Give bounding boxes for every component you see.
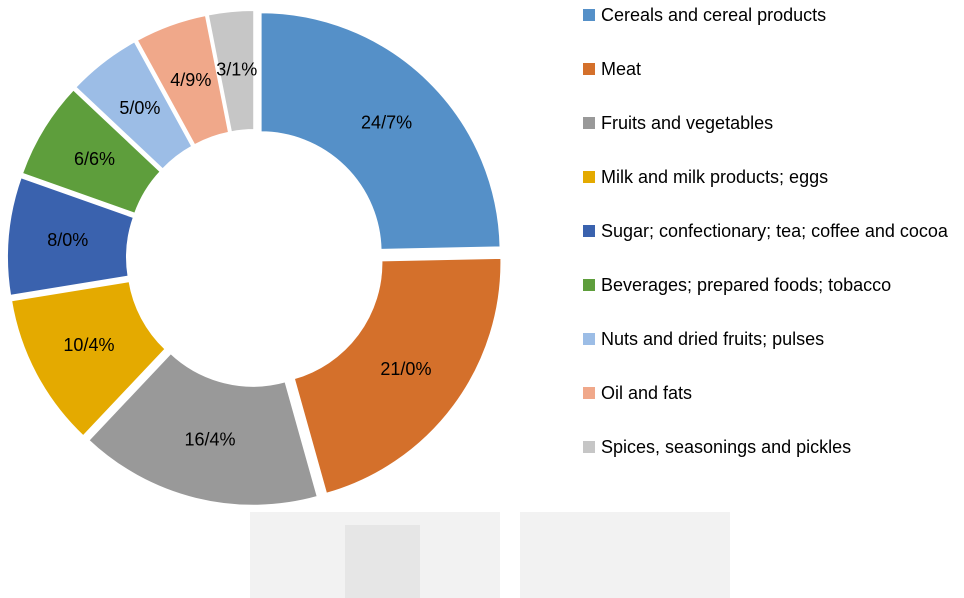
legend-label: Fruits and vegetables xyxy=(601,113,774,133)
donut-slice xyxy=(206,9,256,134)
legend-swatch xyxy=(583,9,595,21)
legend-swatch xyxy=(583,63,595,75)
donut-slice xyxy=(6,175,136,298)
legend-label: Spices, seasonings and pickles xyxy=(601,437,852,457)
legend-swatch xyxy=(583,333,595,345)
data-label: 16/4% xyxy=(184,429,235,449)
donut-slice xyxy=(292,256,503,496)
legend-label: Nuts and dried fruits; pulses xyxy=(601,329,825,349)
legend-label: Sugar; confectionary; tea; coffee and co… xyxy=(601,221,948,241)
data-label: 5/0% xyxy=(119,98,160,118)
data-label: 8/0% xyxy=(47,230,88,250)
legend-item: Fruits and vegetables xyxy=(583,112,963,134)
legend-item: Nuts and dried fruits; pulses xyxy=(583,328,963,350)
donut-slice xyxy=(20,87,163,216)
legend-item: Meat xyxy=(583,58,963,80)
data-label: 6/6% xyxy=(74,149,115,169)
legend-swatch xyxy=(583,387,595,399)
data-label: 24/7% xyxy=(361,112,412,132)
legend-item: Oil and fats xyxy=(583,382,963,404)
legend-label: Cereals and cereal products xyxy=(601,5,827,25)
legend-swatch xyxy=(583,225,595,237)
donut-slice xyxy=(259,11,502,251)
legend-swatch xyxy=(583,171,595,183)
legend-item: Sugar; confectionary; tea; coffee and co… xyxy=(583,220,963,242)
legend-label: Beverages; prepared foods; tobacco xyxy=(601,275,892,295)
legend-item: Beverages; prepared foods; tobacco xyxy=(583,274,963,296)
legend-item: Milk and milk products; eggs xyxy=(583,166,963,188)
donut-slice xyxy=(135,13,231,147)
legend-swatch xyxy=(583,441,595,453)
legend-swatch xyxy=(583,117,595,129)
data-label: 21/0% xyxy=(380,359,431,379)
legend-label: Oil and fats xyxy=(601,383,693,403)
watermark xyxy=(250,512,730,598)
donut-slice xyxy=(73,39,194,171)
donut: 24/7% 21/0% 16/4% 10/4% 8/0% 6/6% 5/0% 4/9%3/1% xyxy=(6,9,503,507)
legend-label: Milk and milk products; eggs xyxy=(601,167,829,187)
legend-item: Cereals and cereal products xyxy=(583,4,963,26)
legend-label: Meat xyxy=(601,59,642,79)
data-label: 3/1% xyxy=(216,60,257,80)
data-label: 4/9% xyxy=(170,70,211,90)
legend-swatch xyxy=(583,279,595,291)
donut-slice xyxy=(86,351,320,507)
legend-item: Spices, seasonings and pickles xyxy=(583,436,963,458)
data-label: 10/4% xyxy=(63,335,114,355)
donut-slice xyxy=(9,279,167,438)
